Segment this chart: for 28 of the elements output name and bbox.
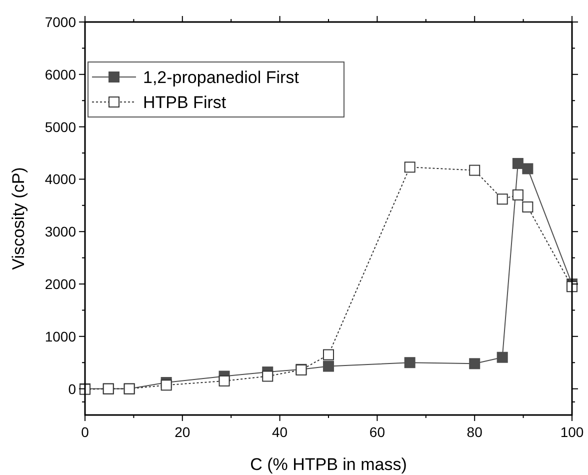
point [218,375,230,386]
point [512,189,524,200]
y-axis-title: Viscosity (cP) [9,167,28,270]
y-tick-label: 4000 [44,171,76,188]
y-tick-label: 0 [68,380,76,397]
y-tick-label: 3000 [44,224,76,240]
x-tick-label: 20 [174,424,190,440]
legend-label: 1,2-propanediol First [143,68,300,87]
x-tick-label: 80 [466,424,483,440]
y-tick-label: 1000 [44,328,76,344]
point [469,358,480,370]
point [404,357,416,368]
x-tick-label: 100 [560,424,584,440]
point [262,370,274,382]
point [323,360,334,372]
point [522,163,534,174]
y-tick-label: 7000 [44,14,76,30]
x-axis-title: C (% HTPB in mass) [250,455,407,474]
y-tick-label: 6000 [44,66,76,82]
point [160,380,172,391]
y-tick-label: 5000 [44,118,76,135]
y-tick-label: 2000 [44,276,76,292]
point [496,352,508,363]
x-tick-label: 60 [369,424,386,440]
legend-label: HTPB First [143,93,226,112]
x-tick-label: 40 [272,424,288,440]
x-tick-label: 0 [81,424,90,440]
point [512,158,524,169]
